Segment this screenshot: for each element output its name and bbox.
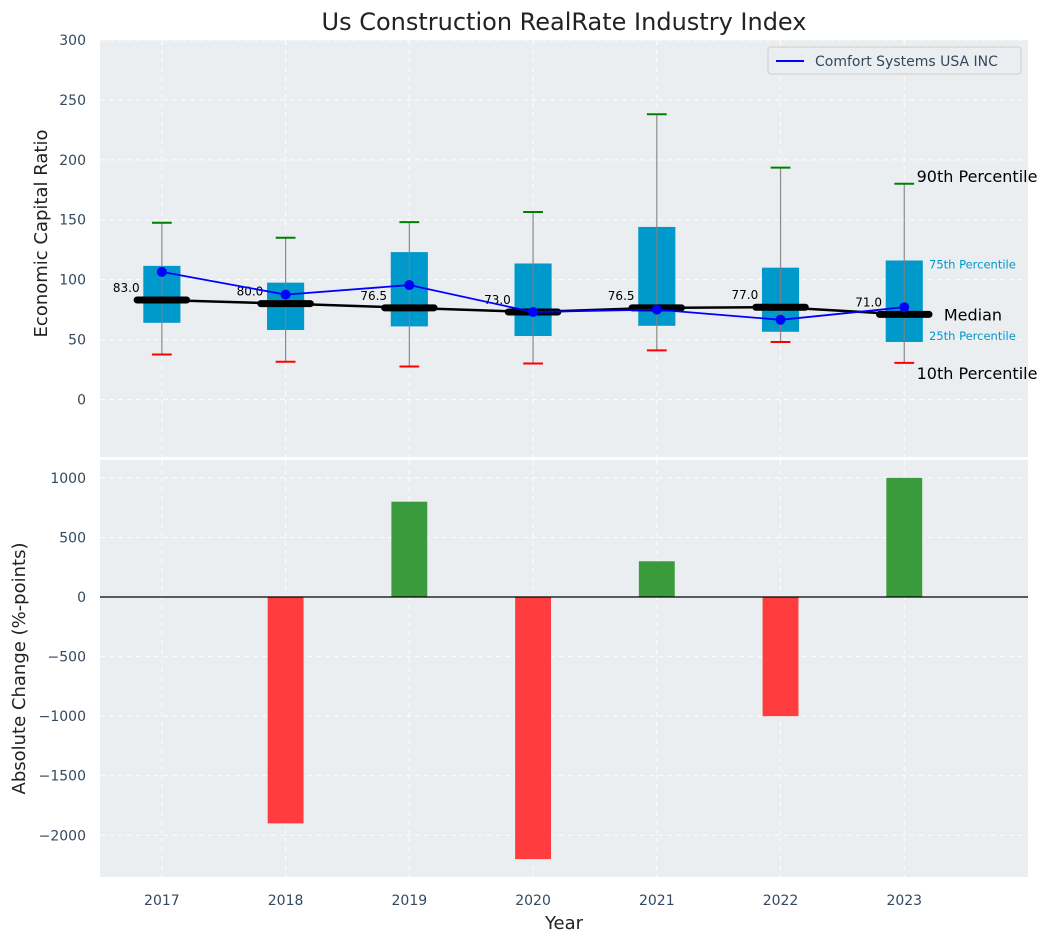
legend-frame	[767, 46, 1022, 75]
y-tick-label: 0	[77, 392, 86, 408]
median-value-label: 76.5	[608, 289, 635, 303]
bar-2023	[886, 477, 923, 598]
y-tick-label: −1500	[39, 769, 86, 785]
series-point	[899, 302, 910, 313]
x-axis-label: Year	[544, 913, 584, 934]
y-tick-label: 50	[68, 333, 86, 349]
y-tick-label: −500	[48, 650, 86, 666]
x-ticks: 2017 2018 2019 2020 2021 2022 2023	[144, 893, 922, 909]
p25-annotation: 25th Percentile	[929, 329, 1016, 343]
series-point	[651, 304, 662, 315]
bar-2018	[267, 597, 304, 824]
x-tick-label: 2023	[886, 893, 922, 909]
series-point	[156, 266, 167, 277]
boxplot-2020: 73.0	[484, 210, 552, 365]
y-tick-label: −2000	[39, 828, 86, 844]
y-tick-label: 500	[59, 530, 86, 546]
median-annotation: Median	[944, 305, 1002, 324]
y-tick-label: 1000	[50, 471, 86, 487]
x-tick-label: 2017	[144, 893, 180, 909]
y-tick-label: 300	[59, 33, 86, 49]
percentile-annotations: 90th Percentile 75th Percentile Median 25th…	[917, 167, 1038, 383]
bar-2019	[391, 501, 428, 598]
y-tick-label: 150	[59, 213, 86, 229]
series-point	[775, 314, 786, 325]
series-point	[404, 280, 415, 291]
top-axes: 0 50 100 150 200 250 300 83.0 80.0 76.5 73.0 76.5 7…	[31, 33, 1037, 457]
boxplot-2023: 71.0	[855, 182, 923, 364]
bars	[267, 477, 923, 860]
series-point	[280, 289, 291, 300]
series-point	[528, 307, 539, 318]
y-tick-label: 100	[59, 273, 86, 289]
median-value-label: 80.0	[237, 285, 264, 299]
y-tick-label: 0	[77, 590, 86, 606]
boxplot-2019: 76.5	[360, 221, 428, 368]
p10-annotation: 10th Percentile	[917, 364, 1038, 383]
bottom-y-ticks: −2000 −1500 −1000 −500 0 500 1000	[39, 471, 86, 844]
top-plot-background	[100, 40, 1028, 457]
y-tick-label: 200	[59, 153, 86, 169]
bar-2022	[762, 597, 799, 717]
legend: Comfort Systems USA INC	[767, 46, 1022, 75]
median-value-label: 76.5	[360, 289, 387, 303]
x-tick-label: 2021	[639, 893, 675, 909]
bar-2021	[638, 561, 675, 598]
bottom-plot-background	[100, 460, 1028, 877]
p75-annotation: 75th Percentile	[929, 257, 1016, 271]
y-tick-label: −1000	[39, 709, 86, 725]
median-value-label: 77.0	[732, 288, 759, 302]
x-tick-label: 2018	[268, 893, 304, 909]
legend-label: Comfort Systems USA INC	[815, 54, 998, 70]
x-tick-label: 2020	[515, 893, 551, 909]
y-tick-label: 250	[59, 93, 86, 109]
median-value-label: 71.0	[855, 295, 882, 309]
p90-annotation: 90th Percentile	[917, 167, 1038, 186]
x-tick-label: 2019	[392, 893, 428, 909]
boxplots: 83.0 80.0 76.5 73.0 76.5 77.0 71.0	[113, 113, 923, 368]
top-y-axis-label: Economic Capital Ratio	[31, 130, 52, 338]
boxplot-2022: 77.0	[732, 166, 800, 343]
x-tick-label: 2022	[763, 893, 799, 909]
line-series	[133, 266, 933, 325]
top-y-ticks: 0 50 100 150 200 250 300	[59, 33, 86, 408]
chart-title: Us Construction RealRate Industry Index	[322, 8, 807, 36]
bottom-y-axis-label: Absolute Change (%-points)	[9, 543, 30, 795]
bottom-axes: −2000 −1500 −1000 −500 0 500 1000 2017 2018 2019…	[9, 460, 1028, 934]
median-value-label: 83.0	[113, 281, 140, 295]
bar-2020	[515, 597, 552, 860]
boxplot-2017: 83.0	[113, 221, 181, 356]
